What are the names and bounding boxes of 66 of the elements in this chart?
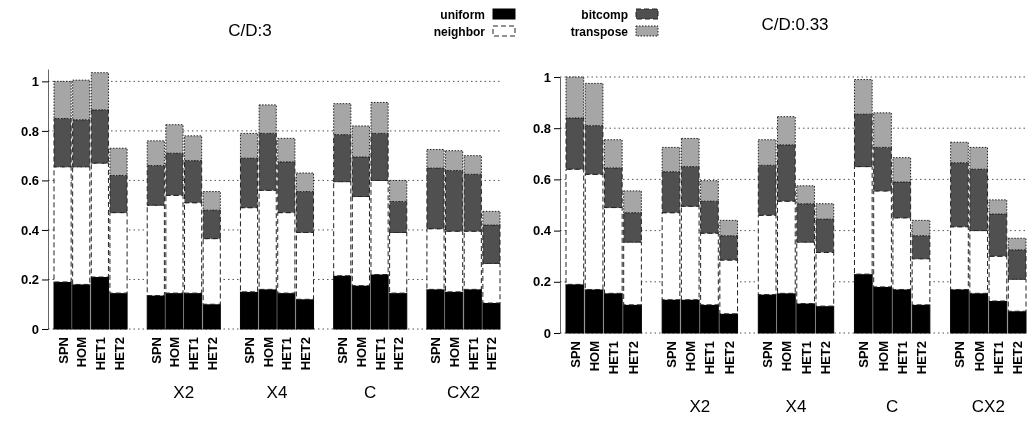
- x-tick-label: SPN: [664, 341, 679, 368]
- x-tick-label: SPN: [242, 337, 258, 364]
- text: C: [364, 383, 377, 402]
- y-tick-label: 0.2: [532, 274, 551, 290]
- x-tick-label: HET2: [297, 337, 313, 371]
- legend-label: uniform: [440, 8, 485, 22]
- x-tick-label: HOM: [971, 341, 987, 372]
- x-tick-label: HET2: [817, 341, 833, 375]
- x-tick-label: HET1: [798, 341, 814, 375]
- x-tick-label: SPN: [148, 337, 164, 364]
- x-tick-label: HET2: [914, 341, 929, 375]
- x-tick-label: HET1: [894, 341, 910, 375]
- x-tick-label: HET2: [111, 337, 127, 371]
- legend-label: neighbor: [433, 25, 486, 39]
- x-tick-label: HOM: [353, 337, 369, 368]
- x-tick-label: SPN: [55, 337, 71, 364]
- y-tick-label: 0.4: [20, 222, 40, 238]
- x-tick-label: SPN: [428, 337, 444, 364]
- x-tick-label: HOM: [587, 341, 603, 372]
- x-tick-label: HET1: [279, 337, 295, 371]
- x-tick-label: SPN: [567, 341, 583, 368]
- text: CX2: [446, 383, 480, 402]
- x-tick-label: HET2: [484, 337, 500, 371]
- x-tick-label: HET2: [1010, 341, 1026, 375]
- x-tick-label: HET1: [186, 337, 202, 371]
- x-tick-label: HET1: [372, 337, 388, 371]
- x-tick-label: SPN: [856, 341, 872, 368]
- y-tick-label: 0: [543, 325, 551, 341]
- x-tick-label: SPN: [760, 341, 776, 368]
- chart-title: C/D:3: [228, 21, 272, 40]
- legend-label: bitcomp: [581, 8, 628, 22]
- y-tick-label: 0.6: [20, 173, 39, 189]
- y-tick-label: 0.8: [20, 123, 39, 139]
- x-tick-label: HET1: [606, 341, 622, 375]
- y-tick-label: 0: [31, 321, 39, 337]
- text: C: [886, 397, 899, 416]
- x-tick-label: HET2: [625, 341, 641, 375]
- text: X4: [785, 397, 807, 416]
- y-tick-label: 1: [543, 69, 551, 85]
- x-tick-label: HOM: [875, 341, 891, 372]
- y-tick-label: 0.8: [532, 120, 551, 136]
- text: CX2: [971, 397, 1005, 416]
- text: X2: [689, 397, 711, 416]
- x-tick-label: HET1: [92, 337, 108, 371]
- x-tick-label: HOM: [683, 341, 699, 372]
- x-tick-label: HET2: [204, 337, 220, 371]
- x-tick-label: HOM: [447, 337, 463, 368]
- x-tick-label: HET2: [391, 337, 407, 371]
- x-tick-label: HET1: [702, 341, 718, 375]
- x-tick-label: SPN: [952, 341, 968, 368]
- y-tick-label: 0.2: [20, 272, 39, 288]
- y-tick-label: 1: [31, 74, 39, 90]
- y-tick-label: 0.6: [532, 172, 551, 188]
- y-tick-label: 0.4: [532, 223, 552, 239]
- x-tick-label: HET1: [465, 337, 481, 371]
- x-tick-label: HOM: [779, 341, 795, 372]
- x-tick-label: HOM: [167, 337, 183, 368]
- legend-label: transpose: [570, 25, 629, 39]
- x-tick-label: HET1: [990, 341, 1006, 375]
- x-tick-label: HOM: [74, 337, 90, 368]
- x-tick-label: HET2: [721, 341, 737, 375]
- x-tick-label: SPN: [335, 337, 351, 364]
- text: X4: [266, 383, 288, 402]
- text: X2: [173, 383, 195, 402]
- chart-title: C/D:0.33: [761, 15, 829, 34]
- x-tick-label: HOM: [260, 337, 276, 368]
